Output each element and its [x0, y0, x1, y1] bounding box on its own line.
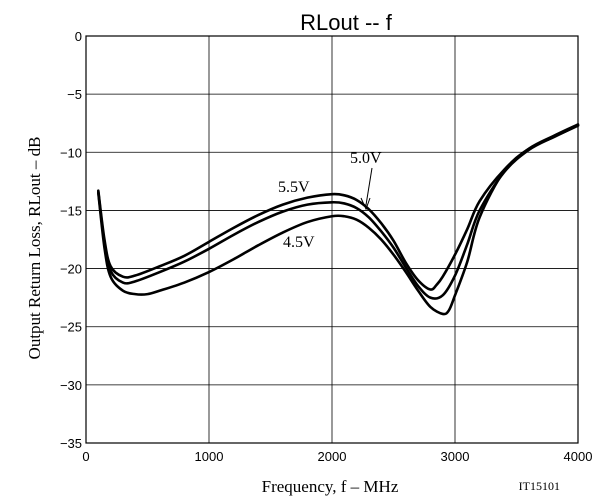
y-tick-label: −30	[60, 378, 82, 393]
y-axis-label: Output Return Loss, RLout – dB	[25, 137, 44, 360]
annotations: 5.5V 5.0V 4.5V	[278, 150, 382, 251]
grid	[85, 35, 579, 444]
chart-title: RLout -- f	[300, 10, 393, 35]
plot-frame	[85, 35, 579, 444]
y-tick-label: 0	[75, 29, 82, 44]
x-tick-label: 3000	[441, 449, 470, 464]
y-tick-label: −25	[60, 320, 82, 335]
series-label-5-0v: 5.0V	[350, 150, 382, 167]
series-label-5-5v: 5.5V	[278, 179, 310, 196]
x-axis-label: Frequency, f – MHz	[262, 477, 399, 496]
figure-id: IT15101	[519, 479, 560, 493]
x-tick-label: 4000	[564, 449, 593, 464]
x-tick-label: 2000	[318, 449, 347, 464]
series-lines	[97, 123, 580, 316]
annotation-arrowhead	[360, 197, 371, 211]
y-tick-label: −5	[67, 87, 82, 102]
series-line-5-5v	[97, 124, 580, 291]
y-tick-labels: 0 −5 −10 −15 −20 −25 −30 −35	[60, 29, 82, 451]
series-line-5-0v	[97, 124, 580, 300]
y-tick-label: −15	[60, 203, 82, 218]
x-tick-label: 1000	[195, 449, 224, 464]
y-tick-label: −35	[60, 436, 82, 451]
series-label-4-5v: 4.5V	[283, 234, 315, 251]
y-tick-label: −20	[60, 262, 82, 277]
series-line-4-5v	[97, 123, 580, 316]
x-tick-labels: 0 1000 2000 3000 4000	[82, 449, 592, 464]
x-tick-label: 0	[82, 449, 89, 464]
annotation-leader-line	[365, 167, 373, 206]
y-tick-label: −10	[60, 145, 82, 160]
